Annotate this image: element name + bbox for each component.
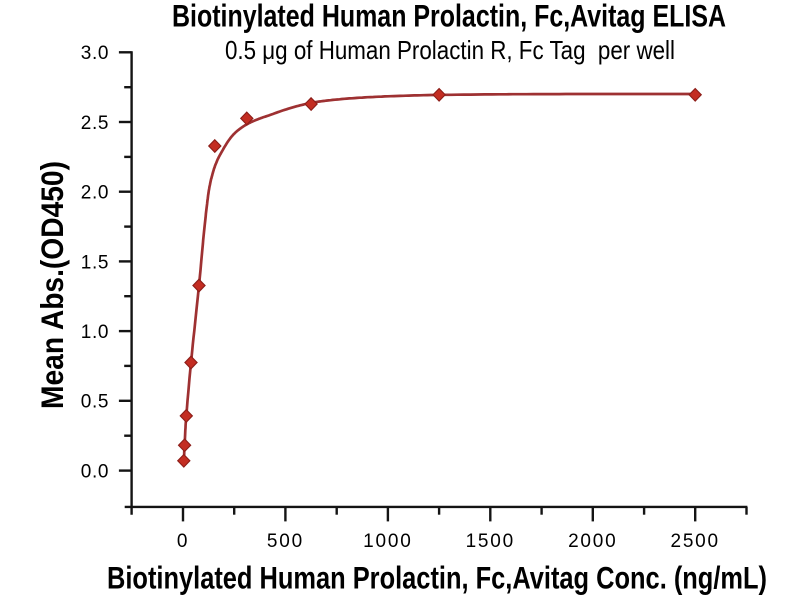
svg-text:0.0: 0.0 (81, 462, 109, 483)
svg-text:1.5: 1.5 (81, 252, 109, 273)
svg-text:Biotinylated Human Prolactin,: Biotinylated Human Prolactin, Fc,Avitag … (172, 0, 726, 34)
svg-text:1000: 1000 (363, 531, 412, 552)
svg-text:1500: 1500 (466, 531, 515, 552)
svg-text:0: 0 (177, 531, 189, 552)
svg-text:0.5 μg of Human Prolactin R, F: 0.5 μg of Human Prolactin R, Fc Tag per … (225, 35, 675, 65)
svg-text:3.0: 3.0 (81, 43, 109, 64)
svg-text:500: 500 (267, 531, 304, 552)
svg-text:Biotinylated Human Prolactin,: Biotinylated Human Prolactin, Fc,Avitag … (107, 560, 767, 596)
svg-text:2.0: 2.0 (81, 183, 109, 204)
svg-text:2500: 2500 (670, 531, 719, 552)
svg-text:Mean Abs.(OD450): Mean Abs.(OD450) (34, 161, 70, 409)
svg-text:2000: 2000 (568, 531, 617, 552)
svg-text:1.0: 1.0 (81, 322, 109, 343)
svg-text:0.5: 0.5 (81, 392, 109, 413)
svg-text:2.5: 2.5 (81, 113, 109, 134)
